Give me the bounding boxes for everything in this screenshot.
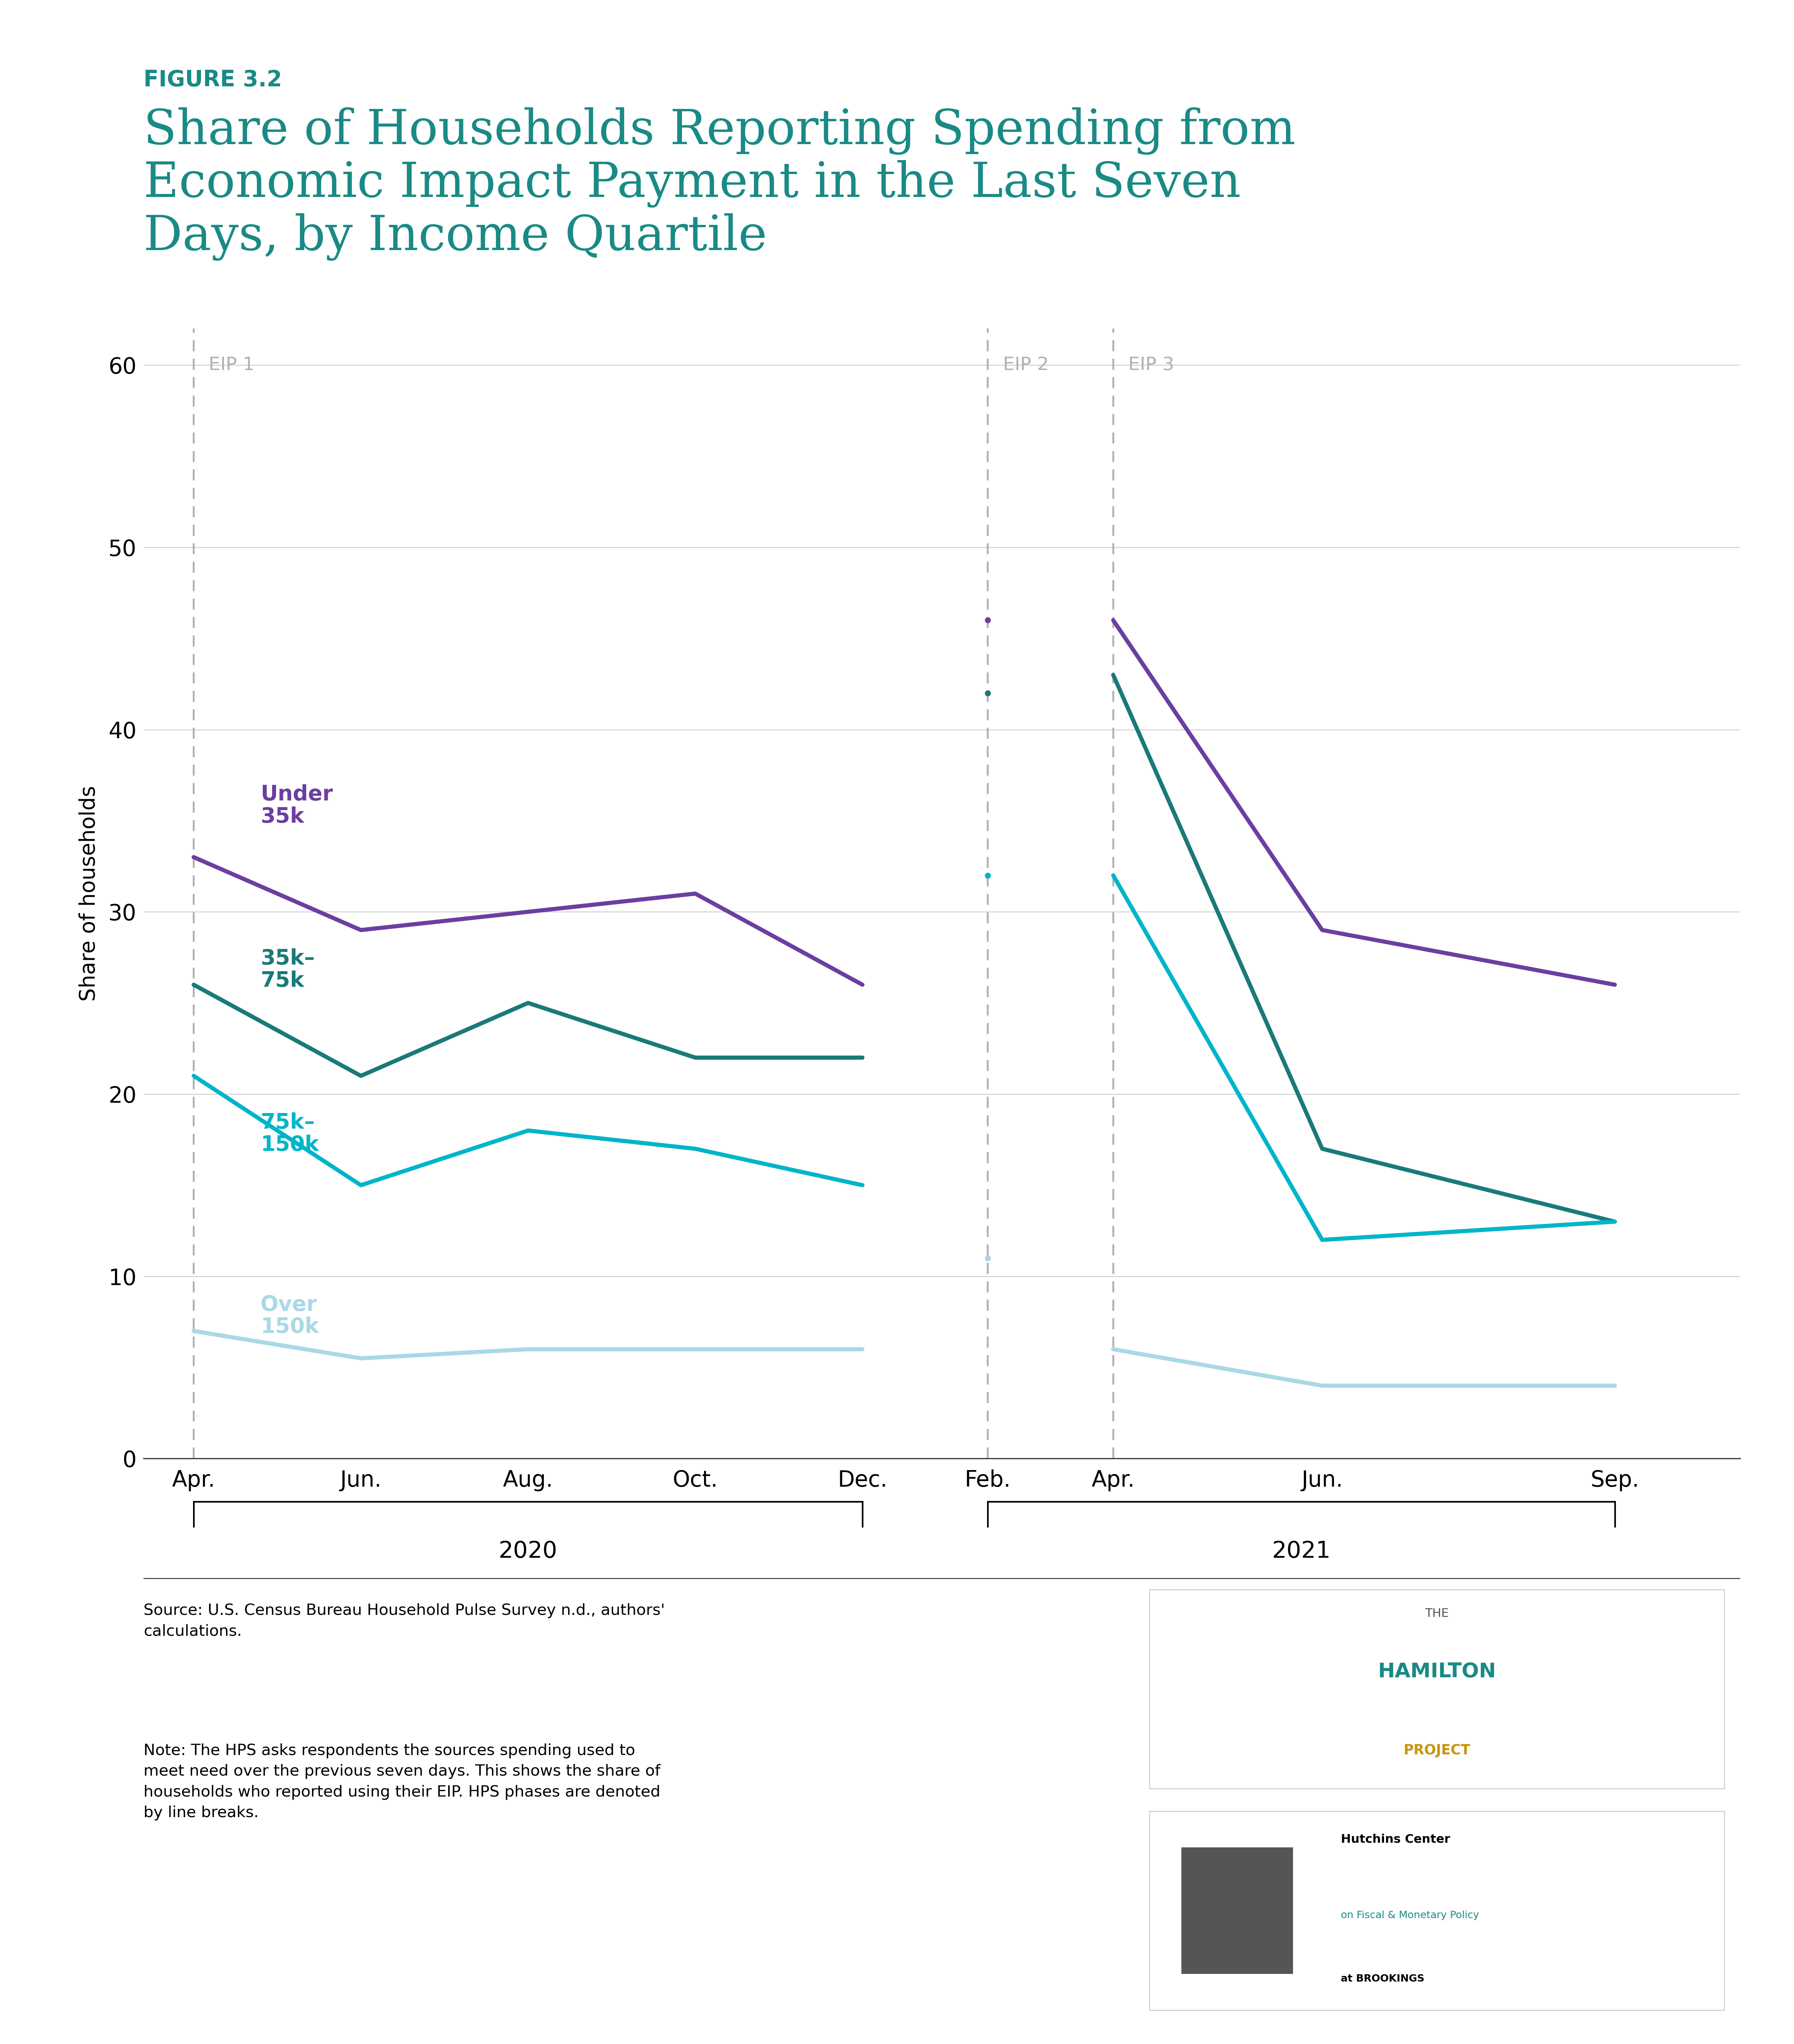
Text: at BROOKINGS: at BROOKINGS — [1340, 1975, 1424, 1983]
Text: on Fiscal & Monetary Policy: on Fiscal & Monetary Policy — [1340, 1911, 1480, 1919]
Text: Note: The HPS asks respondents the sources spending used to
meet need over the p: Note: The HPS asks respondents the sourc… — [144, 1744, 660, 1821]
Text: EIP 2: EIP 2 — [1003, 356, 1049, 374]
Text: THE: THE — [1424, 1609, 1450, 1619]
Text: 35k–
75k: 35k– 75k — [260, 948, 314, 991]
Text: Source: U.S. Census Bureau Household Pulse Survey n.d., authors'
calculations.: Source: U.S. Census Bureau Household Pul… — [144, 1602, 666, 1639]
Bar — [1150, 1590, 1724, 1788]
Text: HAMILTON: HAMILTON — [1378, 1662, 1496, 1682]
Text: PROJECT: PROJECT — [1403, 1744, 1471, 1758]
Text: Under
35k: Under 35k — [260, 785, 334, 828]
Y-axis label: Share of households: Share of households — [79, 785, 99, 1002]
Text: EIP 3: EIP 3 — [1128, 356, 1173, 374]
Text: FIGURE 3.2: FIGURE 3.2 — [144, 69, 282, 92]
Text: 75k–
150k: 75k– 150k — [260, 1112, 319, 1155]
Bar — [1150, 1811, 1724, 2009]
Text: Share of Households Reporting Spending from
Economic Impact Payment in the Last : Share of Households Reporting Spending f… — [144, 106, 1295, 262]
Text: 2021: 2021 — [1272, 1541, 1331, 1562]
Text: EIP 1: EIP 1 — [208, 356, 255, 374]
Bar — [1180, 1848, 1293, 1975]
Text: 2020: 2020 — [499, 1541, 558, 1562]
Text: Hutchins Center: Hutchins Center — [1340, 1833, 1450, 1846]
Text: Over
150k: Over 150k — [260, 1294, 319, 1337]
